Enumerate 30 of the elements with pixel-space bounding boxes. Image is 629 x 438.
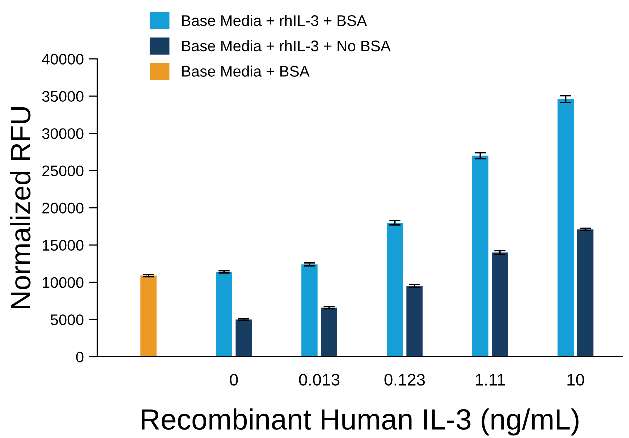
y-tick-label: 40000 bbox=[42, 54, 84, 65]
bar bbox=[492, 252, 508, 357]
legend-label: Base Media + rhIL-3 + BSA bbox=[182, 15, 368, 26]
y-tick-label: 5000 bbox=[50, 314, 84, 326]
y-tick-label: 10000 bbox=[42, 277, 84, 288]
y-tick-label: 0 bbox=[76, 352, 84, 363]
x-tick-label: 1.11 bbox=[476, 374, 506, 386]
bar bbox=[321, 308, 338, 357]
bar bbox=[236, 320, 252, 357]
bar bbox=[302, 264, 318, 357]
bar bbox=[140, 276, 157, 357]
bar bbox=[472, 156, 489, 357]
x-tick-label: 0.013 bbox=[299, 374, 340, 386]
legend-label: Base Media + rhIL-3 + No BSA bbox=[182, 40, 391, 52]
x-tick-label: 0 bbox=[230, 374, 238, 386]
legend-label: Base Media + BSA bbox=[182, 66, 310, 77]
bar bbox=[558, 99, 574, 357]
bar bbox=[406, 286, 423, 357]
y-tick-label: 15000 bbox=[42, 240, 84, 251]
y-tick-label: 20000 bbox=[42, 202, 84, 214]
y-tick-label: 30000 bbox=[42, 128, 84, 140]
x-tick-label: 10 bbox=[568, 374, 584, 386]
x-axis-title: Recombinant Human IL-3 (ng/mL) bbox=[142, 408, 579, 436]
y-axis-title: Normalized RFU bbox=[10, 108, 31, 308]
y-tick-label: 35000 bbox=[42, 91, 84, 102]
y-tick-label: 25000 bbox=[42, 166, 84, 177]
bar bbox=[577, 230, 594, 357]
bar bbox=[216, 272, 232, 357]
x-tick-label: 0.123 bbox=[384, 374, 426, 386]
bar bbox=[387, 222, 404, 357]
